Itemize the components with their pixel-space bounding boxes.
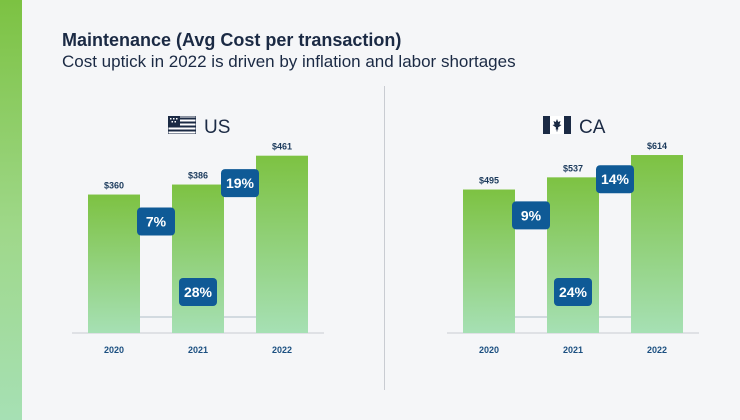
ca-bar-2022 (631, 155, 683, 333)
side-accent-bar (0, 0, 22, 420)
ca-bar-value-label: $495 (479, 176, 499, 186)
ca-x-tick-label: 2022 (647, 345, 667, 355)
us-change-badge-label: 7% (146, 214, 167, 230)
us-x-tick-label: 2022 (272, 345, 292, 355)
ca-bar-value-label: $614 (647, 141, 667, 151)
panel-divider (384, 86, 385, 390)
us-bar-chart: $360 2020 $386 2021 $461 2022 7% 19% 28% (72, 142, 324, 355)
ca-change-badge (512, 201, 550, 230)
us-flag-icon (167, 115, 197, 140)
us-x-tick-label: 2021 (188, 345, 208, 355)
canada-flag-icon (543, 116, 571, 140)
ca-change-badge (596, 165, 634, 194)
ca-bar-value-label: $537 (563, 163, 583, 173)
ca-bar-2021 (547, 177, 599, 333)
us-chart-heading: US (167, 115, 231, 140)
us-change-badge (179, 278, 217, 306)
ca-chart-title: CA (579, 117, 606, 138)
us-change-badge-label: 28% (184, 284, 213, 300)
ca-bar-2020 (463, 189, 515, 333)
ca-change-badge-label: 9% (521, 207, 542, 223)
us-bar-value-label: $360 (104, 181, 124, 191)
ca-x-tick-label: 2020 (479, 345, 499, 355)
us-bar-2020 (88, 194, 140, 333)
us-change-badge-label: 19% (226, 175, 255, 191)
us-bar-2022 (256, 155, 308, 333)
us-bar-2021 (172, 184, 224, 333)
us-bar-value-label: $461 (272, 142, 292, 152)
us-change-badge (221, 169, 259, 198)
ca-change-badge (554, 278, 592, 306)
us-change-badge (137, 207, 175, 236)
ca-bar-chart: $495 2020 $537 2021 $614 2022 9% 14% 24% (447, 141, 699, 355)
ca-x-tick-label: 2021 (563, 345, 583, 355)
ca-chart-heading: CA (543, 116, 605, 140)
us-bar-value-label: $386 (188, 171, 208, 181)
ca-change-badge-label: 24% (559, 284, 588, 300)
page-title: Maintenance (Avg Cost per transaction) (62, 30, 402, 50)
us-x-tick-label: 2020 (104, 345, 124, 355)
page-subtitle: Cost uptick in 2022 is driven by inflati… (62, 52, 516, 71)
us-chart-title: US (204, 117, 231, 138)
ca-change-badge-label: 14% (601, 171, 630, 187)
